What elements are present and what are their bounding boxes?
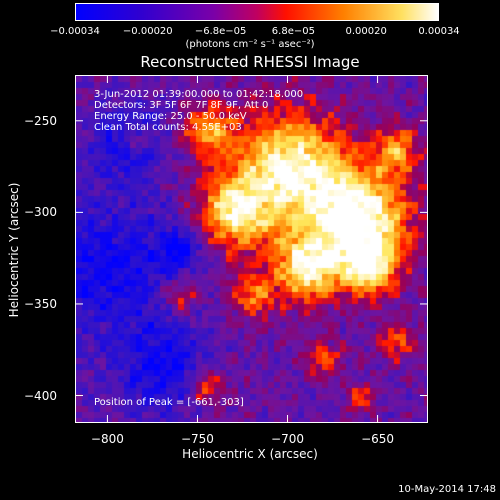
y-tick-label: −400 (24, 388, 57, 403)
colorbar-tick-label: 0.00034 (418, 26, 460, 37)
colorbar-tick-label: −6.8e−05 (194, 26, 247, 37)
heatmap-image (76, 76, 427, 422)
y-axis-label: Heliocentric Y (arcsec) (7, 182, 21, 318)
x-tick-label: −800 (90, 432, 124, 446)
annotation-energy-range: Energy Range: 25.0 - 50.0 keV (94, 111, 247, 122)
x-tick-label: −650 (361, 432, 395, 446)
colorbar-tick-label: 6.8e−05 (271, 26, 315, 37)
y-tick-label: −250 (24, 113, 57, 128)
footer-timestamp: 10-May-2014 17:48 (398, 484, 496, 495)
x-tick-label: −750 (180, 432, 214, 446)
chart-title: Reconstructed RHESSI Image (140, 53, 360, 71)
annotation-time-range: 3-Jun-2012 01:39:00.000 to 01:42:18.000 (94, 89, 304, 100)
y-tick-label: −300 (24, 205, 57, 220)
colorbar-tick-label: −0.00020 (122, 26, 173, 37)
colorbar (75, 3, 439, 21)
colorbar-units: (photons cm⁻² s⁻¹ asec⁻²) (185, 39, 315, 50)
colorbar-tick-label: 0.00020 (345, 26, 387, 37)
colorbar-gradient (76, 4, 438, 20)
annotation-detectors: Detectors: 3F 5F 6F 7F 8F 9F, Att 0 (94, 100, 269, 111)
x-tick-label: −700 (271, 432, 304, 446)
y-tick-label: −350 (24, 296, 57, 311)
colorbar-tick-label: −0.00034 (50, 26, 100, 37)
annotation-clean: Clean Total counts: 4.55E+03 (94, 122, 242, 133)
axis-tick-marks (75, 75, 428, 423)
plot-area (75, 75, 428, 423)
annotation-peak-position: Position of Peak = [-661,-303] (94, 397, 244, 408)
x-axis-label: Heliocentric X (arcsec) (182, 447, 318, 461)
